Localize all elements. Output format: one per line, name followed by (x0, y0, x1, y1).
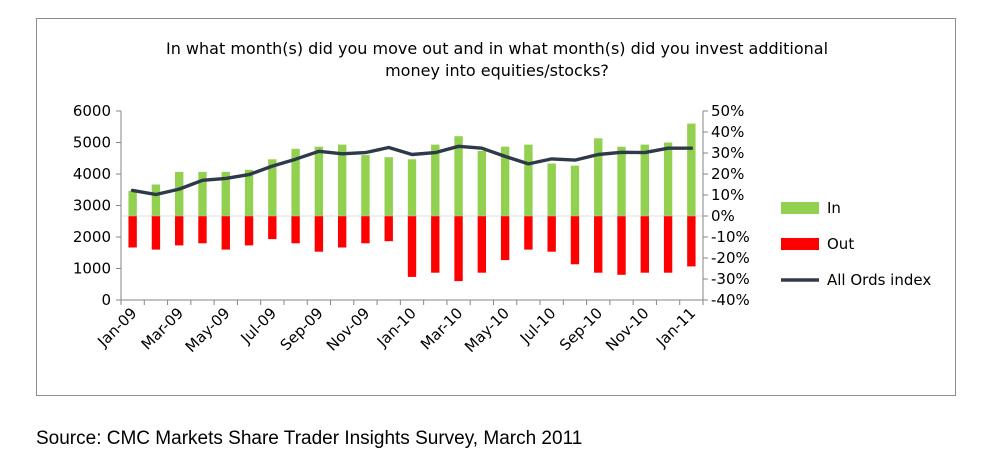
bar-out (268, 216, 277, 240)
bar-out (524, 216, 533, 250)
legend-swatch (781, 202, 819, 214)
x-tick-label: May-09 (182, 304, 234, 356)
bar-in (314, 146, 324, 216)
line-series (130, 144, 694, 197)
bar-out (198, 216, 207, 244)
left-y-axis: 0 1000 2000 3000 4000 5000 6000 (73, 102, 122, 309)
bar-out (687, 216, 696, 267)
x-tick-label: Nov-09 (323, 304, 373, 354)
bar-out (477, 216, 487, 273)
bar-in (477, 150, 487, 216)
chart-title-line-1: In what month(s) did you move out and in… (166, 39, 828, 58)
bar-out (431, 216, 440, 273)
bar-series (121, 123, 703, 282)
x-tick-label: Jul-10 (516, 304, 560, 348)
chart-frame: In what month(s) did you move out and in… (36, 18, 956, 396)
bar-out (640, 216, 649, 273)
bar-in (663, 142, 673, 216)
bar-in (221, 171, 230, 216)
bar-out (337, 216, 347, 248)
bar-in (500, 146, 510, 216)
bar-in (151, 184, 161, 216)
source-caption: Source: CMC Markets Share Trader Insight… (36, 428, 583, 449)
combo-chart: In what month(s) did you move out and in… (73, 39, 932, 356)
x-tick-label: Jan-09 (93, 304, 140, 351)
right-tick-label: 0% (711, 207, 735, 225)
bar-in (361, 155, 370, 216)
chart-title-line-2: money into equities/stocks? (385, 61, 609, 80)
bar-out (384, 216, 393, 242)
bar-out (454, 216, 463, 282)
bar-out (221, 216, 230, 250)
bar-in (175, 171, 184, 216)
x-tick-label: Mar-09 (138, 304, 187, 353)
left-tick-label: 2000 (73, 228, 111, 246)
right-y-axis: -40% -30% -20% -10% 0% 10% 20% 30% 40% 50% (702, 102, 750, 309)
left-tick-label: 3000 (73, 197, 111, 215)
x-tick-label: Sep-09 (277, 304, 327, 354)
bar-in (128, 190, 137, 216)
right-tick-label: -30% (711, 270, 750, 288)
legend: In Out All Ords index (781, 199, 931, 289)
left-tick-label: 4000 (73, 165, 111, 183)
right-tick-label: -20% (711, 249, 750, 267)
bar-in (198, 171, 207, 216)
legend-label: Out (827, 235, 854, 253)
bar-out (617, 216, 626, 275)
right-tick-label: 40% (711, 123, 744, 141)
bar-in (431, 144, 440, 216)
bar-out (128, 216, 137, 248)
bar-in (524, 144, 533, 216)
chart-title: In what month(s) did you move out and in… (166, 39, 828, 80)
bar-in (291, 148, 300, 216)
bar-out (244, 216, 254, 246)
x-tick-label: Sep-10 (556, 304, 606, 354)
bar-out (151, 216, 161, 250)
bar-out (361, 216, 370, 244)
right-tick-label: -40% (711, 291, 750, 309)
x-tick-label: Jul-09 (237, 304, 281, 348)
bar-out (314, 216, 324, 252)
left-tick-label: 0 (101, 291, 111, 309)
bar-out (407, 216, 417, 277)
bar-in (407, 159, 417, 216)
x-tick-label: Jan-11 (652, 304, 699, 351)
x-tick-label: Jan-10 (373, 304, 420, 351)
bar-in (594, 138, 603, 216)
right-tick-label: 20% (711, 165, 744, 183)
right-tick-label: -10% (711, 228, 750, 246)
legend-swatch (781, 238, 819, 250)
right-tick-label: 50% (711, 102, 744, 120)
bar-in (570, 165, 580, 216)
bar-out (291, 216, 300, 244)
bar-in (547, 163, 556, 216)
bar-in (687, 123, 696, 216)
bar-in (454, 136, 463, 216)
bar-in (337, 144, 347, 216)
bar-in (244, 169, 254, 216)
line-all-ords-index (130, 144, 694, 197)
bar-out (175, 216, 184, 246)
legend-label: All Ords index (827, 271, 931, 289)
x-tick-label: May-10 (461, 304, 513, 356)
bar-in (640, 144, 649, 216)
bar-out (594, 216, 603, 273)
left-tick-label: 1000 (73, 260, 111, 278)
bar-out (500, 216, 510, 261)
right-tick-label: 10% (711, 186, 744, 204)
bar-out (547, 216, 556, 252)
left-tick-label: 6000 (73, 102, 111, 120)
x-tick-label: Mar-10 (417, 304, 466, 353)
left-tick-label: 5000 (73, 134, 111, 152)
bar-in (268, 159, 277, 216)
bar-in (617, 146, 626, 216)
bar-in (384, 157, 393, 216)
right-tick-label: 30% (711, 144, 744, 162)
bar-out (663, 216, 673, 273)
legend-label: In (827, 199, 841, 217)
x-tick-label: Nov-10 (602, 304, 652, 354)
bar-out (570, 216, 580, 265)
